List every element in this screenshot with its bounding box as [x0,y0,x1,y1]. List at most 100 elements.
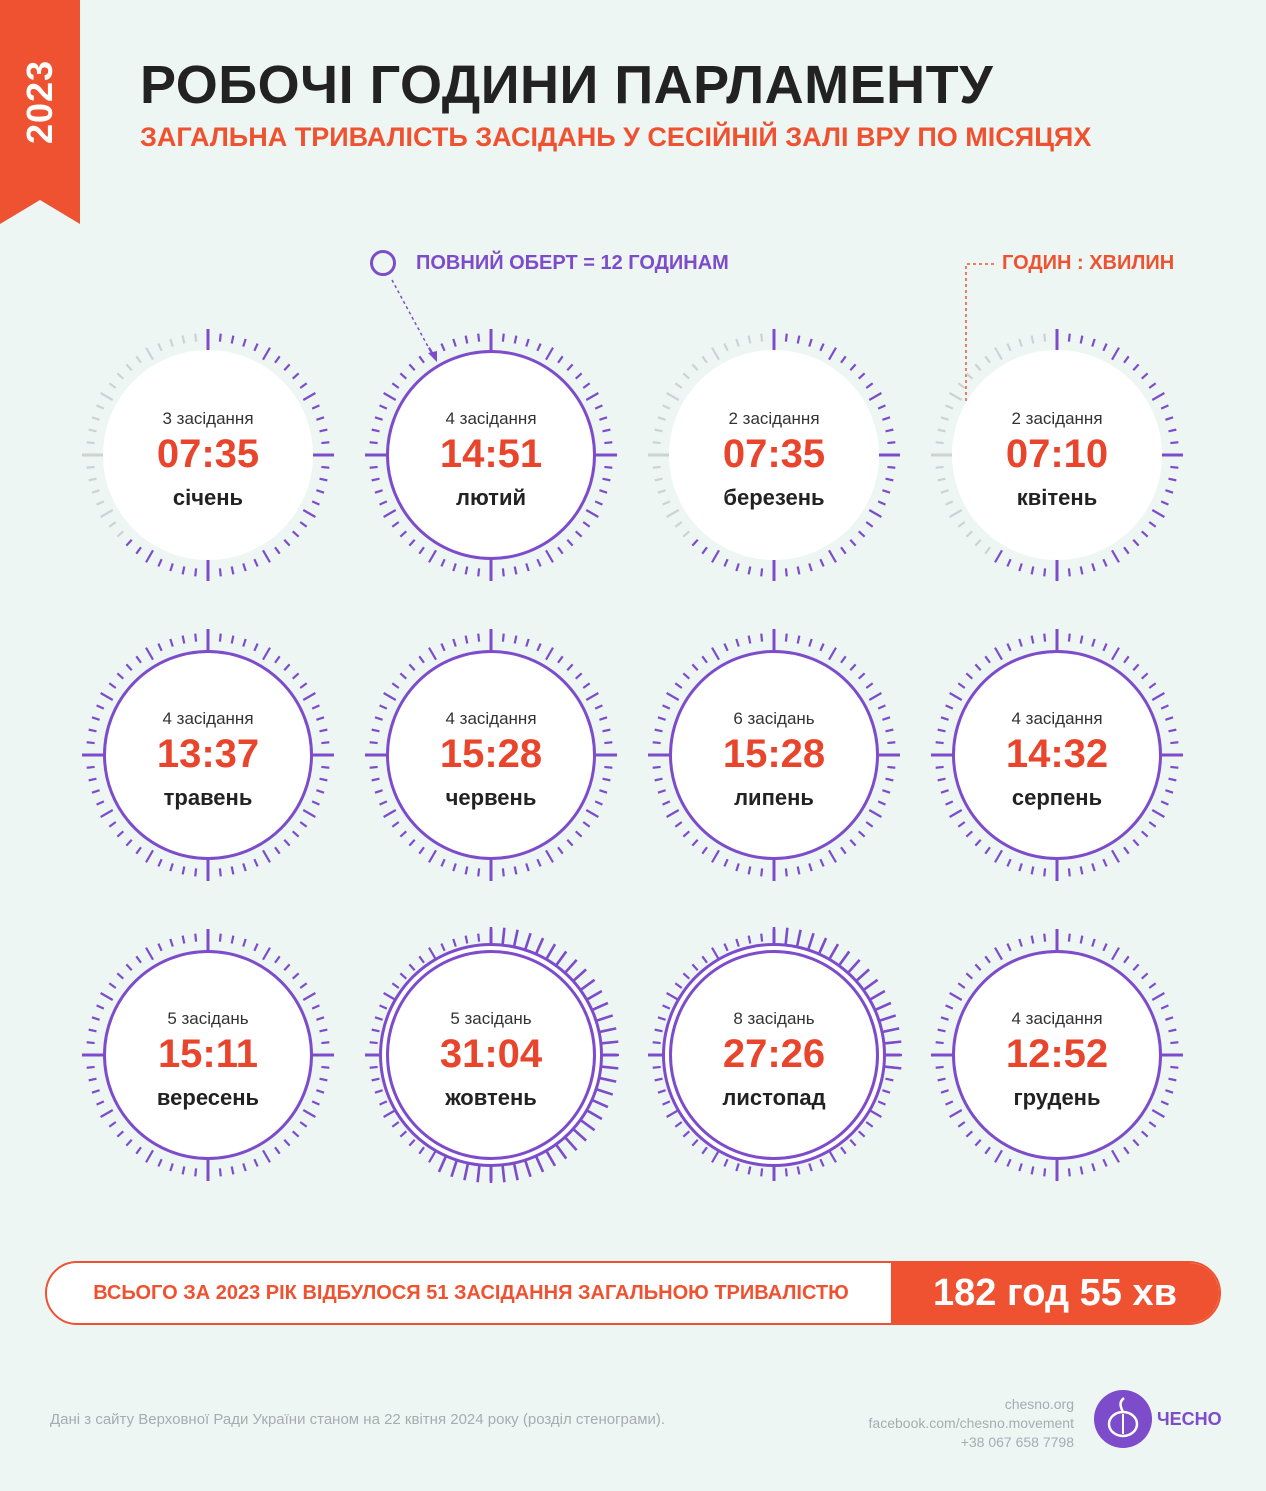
clock-tick [96,800,105,806]
clock-tick [711,549,720,563]
clock-tick [116,830,125,838]
clock-tick [371,428,380,433]
month-label: квітень [1016,485,1098,510]
clock-tick [984,655,991,664]
clock-tick [145,647,154,661]
clock-tick [274,546,281,555]
duration-label: 15:28 [722,732,826,776]
clock-tick [1111,347,1120,361]
clock-tick-extra [826,943,840,963]
clock-tick [701,1146,708,1155]
site-link[interactable]: chesno.org [1004,1396,1074,1412]
clock-tick-extra [589,1001,609,1013]
clock-tick [965,530,974,538]
clock-tick [808,338,813,347]
clock-tick [283,838,291,847]
clock-tick [242,563,247,572]
clock-tick [1091,338,1096,347]
clock-tick [135,846,142,855]
clock-tick [157,943,163,952]
clock-tick [408,538,416,547]
clock-tick [828,647,837,661]
clock-tick [1160,1100,1169,1106]
clock-tick [371,1077,380,1082]
clock-tick [379,704,388,710]
clock-tick [464,635,469,644]
clock-tick [657,1089,666,1094]
clock-tick [242,938,247,947]
clock-tick [169,638,174,647]
clock-tick [760,568,764,577]
clock-tick [1043,568,1047,577]
clock-tick [181,935,186,944]
clock-tick-extra [795,929,802,950]
clock-tick [157,643,163,652]
clock-tick [145,947,154,961]
clock-tick [711,947,720,961]
clock-tick [321,441,330,445]
clock-tick [253,343,259,352]
clock-tick [383,692,397,701]
clock-tick [868,392,882,401]
clock-tick [1132,1138,1140,1147]
clock-tick [1160,800,1169,806]
clock-tick [1140,672,1149,680]
clock-tick [316,789,325,794]
clock-tick [557,655,564,664]
clock-tick [181,866,186,875]
clock-tick [1123,355,1130,364]
clock-tick [145,849,154,863]
clock-tick-extra [816,937,828,957]
clock-tick [96,500,105,506]
clock-tick [283,363,291,372]
clock-tick [1067,1168,1071,1177]
clock-tick [965,372,974,380]
clock-tick [877,404,886,410]
clock-tick [525,338,530,347]
clock-tick [1165,416,1174,421]
clock-tick [949,692,963,701]
year-ribbon: 2023 [0,0,80,224]
clock-tick [599,716,608,721]
clock-tick [91,489,100,494]
clock-face-січень [103,350,313,560]
clock-tick [602,777,611,782]
clock-tick [116,972,125,980]
clock-tick [145,1149,154,1163]
clock-tick-extra [570,968,587,984]
clock-tick [116,530,125,538]
clock-tick [125,663,133,672]
clock-tick [299,1121,308,1128]
clock-tick [849,363,857,372]
clock-tick-extra [500,1162,506,1183]
clock-tick [91,789,100,794]
clock-tick [984,1146,991,1155]
clock-tick [96,1004,105,1010]
clock-tick-extra [512,1160,519,1181]
clock-tick [145,549,154,563]
clock-tick [525,563,530,572]
clock-tick [108,1121,117,1128]
clock-tick-extra [533,1153,545,1173]
clock-tick [291,830,300,838]
clock-tick [1018,863,1023,872]
clock-tick [371,777,380,782]
clock-tick [383,1109,397,1118]
clock-tick [501,333,505,342]
clock-tick [868,809,882,818]
facebook-link[interactable]: facebook.com/chesno.movement [868,1415,1074,1431]
clock-tick [885,777,894,782]
clock-tick [1102,643,1108,652]
clock-tick [1132,363,1140,372]
clock-tick [877,500,886,506]
clock-tick [369,1065,378,1069]
clock-tick [383,809,397,818]
clock-tick [157,1158,163,1167]
clock-tick [100,392,114,401]
clock-tick [566,838,574,847]
clock-tick [887,765,896,769]
clock-tick [513,335,518,344]
clock-tick-extra [598,1064,619,1070]
clock-tick [379,1100,388,1106]
clock-tick [666,509,680,518]
